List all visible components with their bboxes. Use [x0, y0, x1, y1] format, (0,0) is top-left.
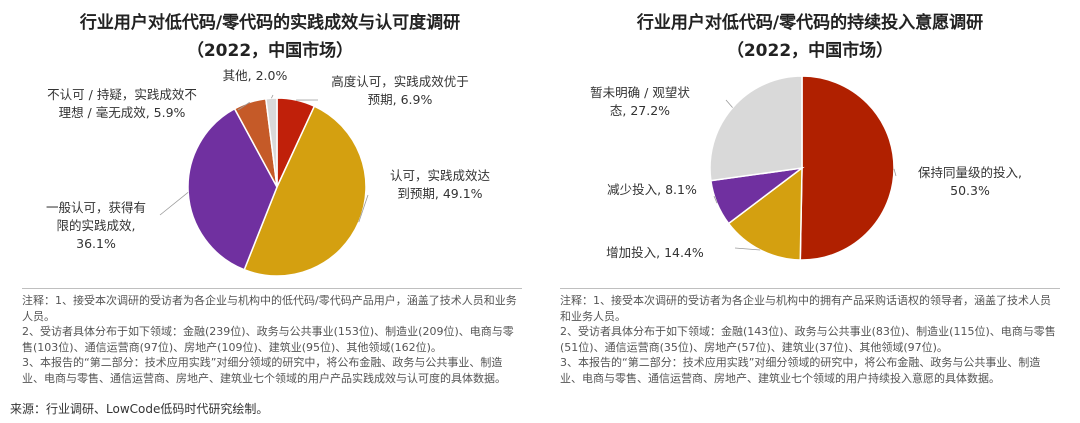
- chart-left-title: 行业用户对低代码/零代码的实践成效与认可度调研: [79, 13, 461, 33]
- leader-line: [358, 194, 369, 223]
- chart-left-subtitle: （2022，中国市场）: [186, 41, 354, 61]
- leader-line: [271, 94, 274, 99]
- chart-right-pie: 保持同量级的投入, 50.3% 增加投入, 14.4% 减少投入, 8.1% 暂未明确 …: [590, 75, 1022, 261]
- pie-slice: [265, 97, 278, 188]
- chart-right-subtitle: （2022，中国市场）: [726, 41, 894, 61]
- slice-label: 增加投入, 14.4%: [606, 245, 704, 260]
- slice-label: 高度认可，实践成效优于预期, 6.9%: [331, 74, 469, 107]
- pie-slice: [727, 166, 803, 261]
- slice-label: 认可，实践成效达到预期, 49.1%: [390, 168, 491, 201]
- note-line: 注释：1、接受本次调研的受访者为各企业与机构中的低代码/零代码产品用户，涵盖了技…: [22, 294, 517, 323]
- chart-left-notes: 注释：1、接受本次调研的受访者为各企业与机构中的低代码/零代码产品用户，涵盖了技…: [22, 288, 522, 386]
- pie-slice: [187, 107, 278, 271]
- note-line: 2、受访者具体分布于如下领域：金融(239位)、政务与公共事业(153位)、制造…: [22, 325, 514, 354]
- note-line: 3、本报告的“第二部分：技术应用实践”对细分领域的研究中，将公布金融、政务与公共…: [22, 356, 506, 385]
- slice-label: 不认可 / 持疑，实践成效不理想 / 毫无成效, 5.9%: [47, 87, 197, 120]
- leader-line: [725, 99, 733, 108]
- pie-slice: [709, 75, 803, 182]
- slice-label: 减少投入, 8.1%: [607, 182, 697, 197]
- slice-label: 暂未明确 / 观望状态, 27.2%: [590, 85, 690, 118]
- chart-left-pie: 高度认可，实践成效优于预期, 6.9% 认可，实践成效达到预期, 49.1% 一般认…: [46, 68, 491, 277]
- source-note: 来源：行业调研、LowCode低码时代研究绘制。: [10, 402, 269, 416]
- slice-label: 其他, 2.0%: [223, 68, 288, 83]
- chart-right-panel: 行业用户对低代码/零代码的持续投入意愿调研 （2022，中国市场） 保持同量级的…: [540, 0, 1080, 290]
- note-line: 2、受访者具体分布于如下领域：金融(143位)、政务与公共事业(83位)、制造业…: [560, 325, 1056, 354]
- note-line: 注释：1、接受本次调研的受访者为各企业与机构中的拥有产品采购话语权的领导者，涵盖…: [560, 294, 1051, 323]
- leader-line: [734, 247, 761, 251]
- leader-line: [713, 195, 718, 204]
- leader-line: [159, 191, 189, 216]
- chart-right-notes: 注释：1、接受本次调研的受访者为各企业与机构中的拥有产品采购话语权的领导者，涵盖…: [560, 288, 1060, 386]
- pie-slice: [799, 75, 895, 261]
- note-line: 3、本报告的“第二部分：技术应用实践”对细分领域的研究中，将公布金融、政务与公共…: [560, 356, 1041, 385]
- chart-right-title: 行业用户对低代码/零代码的持续投入意愿调研: [636, 13, 984, 33]
- slice-label: 保持同量级的投入, 50.3%: [918, 165, 1022, 198]
- slice-label: 一般认可，获得有限的实践成效, 36.1%: [46, 200, 146, 251]
- chart-left-panel: 行业用户对低代码/零代码的实践成效与认可度调研 （2022，中国市场） 高度认可…: [0, 0, 540, 290]
- leader-line: [237, 101, 250, 111]
- leader-line: [893, 168, 897, 177]
